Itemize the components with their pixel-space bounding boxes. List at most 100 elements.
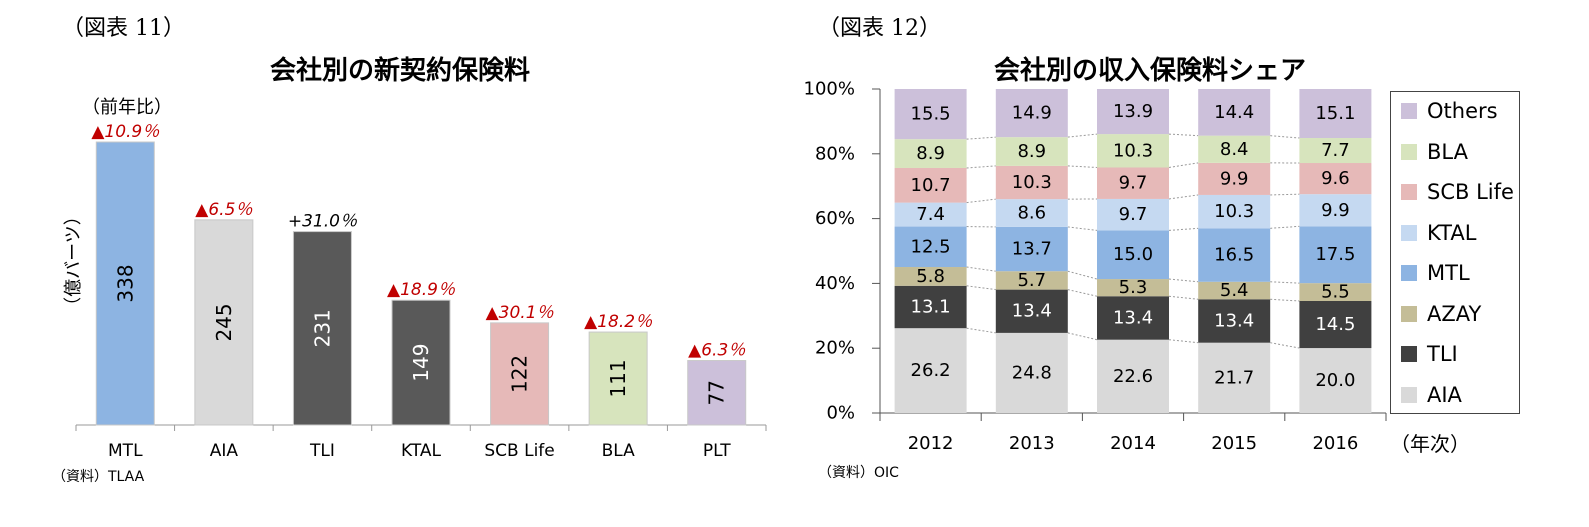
series-connector-line xyxy=(1067,332,1098,341)
bar-mtl xyxy=(95,141,155,426)
segment-value-label: 12.5 xyxy=(911,236,951,257)
legend-item-mtl: MTL xyxy=(1401,260,1470,286)
bar-value-label: 111 xyxy=(606,359,630,397)
y-tick-label: 60% xyxy=(815,208,855,229)
segment-aia xyxy=(995,332,1068,413)
segment-scb-life xyxy=(894,167,967,203)
bar-scb-life xyxy=(490,322,550,426)
segment-value-label: 15.5 xyxy=(911,104,951,125)
change-label-value: +31.0％ xyxy=(288,212,358,232)
segment-value-label: 13.9 xyxy=(1113,101,1153,122)
segment-aia xyxy=(1299,348,1372,413)
series-connector-line xyxy=(1270,342,1300,349)
category-label: PLT xyxy=(703,441,731,461)
segment-others xyxy=(1299,89,1372,139)
legend-label: Others xyxy=(1427,99,1498,123)
segment-azay xyxy=(1299,283,1372,301)
series-connector-line xyxy=(1168,133,1199,137)
chart-title-premium-share: 会社別の収入保険料シェア xyxy=(993,56,1306,86)
series-connector-line xyxy=(1168,295,1199,300)
year-label: 2014 xyxy=(1110,433,1156,454)
segment-aia xyxy=(1097,339,1169,413)
segment-scb-life xyxy=(1097,167,1169,199)
legend-label: BLA xyxy=(1427,139,1468,164)
segment-mtl xyxy=(1097,230,1169,280)
segment-ktal xyxy=(1198,194,1271,229)
segment-mtl xyxy=(894,226,967,268)
year-label: 2015 xyxy=(1211,433,1257,454)
bar-value-label: 122 xyxy=(508,355,532,393)
series-connector-line xyxy=(966,266,996,272)
legend: Others BLA SCB Life KTAL MTL AZAY TLI AIA xyxy=(1390,91,1520,414)
legend-swatch xyxy=(1401,224,1417,241)
segment-value-label: 9.9 xyxy=(1321,200,1350,221)
segment-bla xyxy=(1097,134,1169,168)
bar-value-label: 245 xyxy=(212,303,236,341)
bar-tli xyxy=(292,231,352,426)
segment-value-label: 13.4 xyxy=(1214,310,1254,331)
series-connector-line xyxy=(1067,165,1098,168)
segment-value-label: 13.1 xyxy=(911,296,951,317)
legend-swatch xyxy=(1401,143,1417,160)
y-tick-label: 100% xyxy=(804,79,855,100)
segment-value-label: 5.8 xyxy=(916,266,945,287)
legend-swatch xyxy=(1401,184,1417,200)
segment-value-label: 9.7 xyxy=(1119,204,1148,225)
series-connector-line xyxy=(1270,225,1300,229)
series-connector-line xyxy=(966,327,996,334)
segment-tli xyxy=(894,285,967,329)
segment-mtl xyxy=(1299,226,1372,284)
series-connector-line xyxy=(1270,298,1300,302)
segment-ktal xyxy=(1299,194,1372,227)
segment-value-label: 9.7 xyxy=(1119,173,1148,194)
segment-value-label: 10.3 xyxy=(1113,140,1153,161)
segment-ktal xyxy=(995,199,1068,227)
bar-value-label: 149 xyxy=(409,344,433,382)
segment-value-label: 20.0 xyxy=(1315,370,1355,391)
segment-tli xyxy=(1299,300,1372,349)
legend-label: SCB Life xyxy=(1427,180,1514,204)
series-connector-line xyxy=(966,198,996,204)
segment-value-label: 21.7 xyxy=(1214,367,1254,388)
bar-value-label: 338 xyxy=(113,264,137,302)
segment-value-label: 9.6 xyxy=(1321,168,1350,189)
y-tick-label: 40% xyxy=(815,273,855,294)
segment-bla xyxy=(995,137,1068,166)
figure-11-label: （図表 11） xyxy=(62,16,185,41)
legend-swatch xyxy=(1401,305,1417,322)
bar-bla xyxy=(588,331,648,426)
segment-value-label: 17.5 xyxy=(1315,244,1355,265)
segment-azay xyxy=(995,271,1068,290)
series-connector-line xyxy=(966,285,996,291)
segment-others xyxy=(1097,89,1169,135)
segment-value-label: 13.4 xyxy=(1012,301,1052,322)
bar-value-label: 77 xyxy=(705,380,729,405)
segment-value-label: 22.6 xyxy=(1113,366,1153,387)
series-connector-line xyxy=(1168,194,1199,200)
series-connector-line xyxy=(1067,133,1098,138)
legend-swatch xyxy=(1401,103,1417,119)
segment-value-label: 7.7 xyxy=(1321,140,1350,161)
change-label: （前年比） xyxy=(82,97,172,118)
segment-value-label: 15.0 xyxy=(1113,244,1153,265)
legend-item-ktal: KTAL xyxy=(1401,220,1476,246)
legend-item-scb-life: SCB Life xyxy=(1401,179,1514,205)
segment-value-label: 5.3 xyxy=(1119,277,1148,298)
series-connector-line xyxy=(1168,227,1199,231)
segment-value-label: 10.7 xyxy=(911,175,951,196)
segment-bla xyxy=(894,139,967,168)
category-label: BLA xyxy=(602,441,636,461)
bar-plt xyxy=(687,360,747,426)
segment-scb-life xyxy=(1198,162,1271,195)
segment-ktal xyxy=(894,202,967,227)
segment-tli xyxy=(1097,296,1169,340)
segment-value-label: 16.5 xyxy=(1214,245,1254,266)
category-label: AIA xyxy=(210,441,239,461)
legend-label: KTAL xyxy=(1427,220,1477,245)
legend-item-tli: TLI xyxy=(1401,341,1458,367)
segment-azay xyxy=(1198,281,1271,300)
segment-value-label: 26.2 xyxy=(911,360,951,381)
legend-item-aia: AIA xyxy=(1401,382,1462,408)
segment-value-label: 8.6 xyxy=(1017,203,1046,224)
series-connector-line xyxy=(966,165,996,169)
